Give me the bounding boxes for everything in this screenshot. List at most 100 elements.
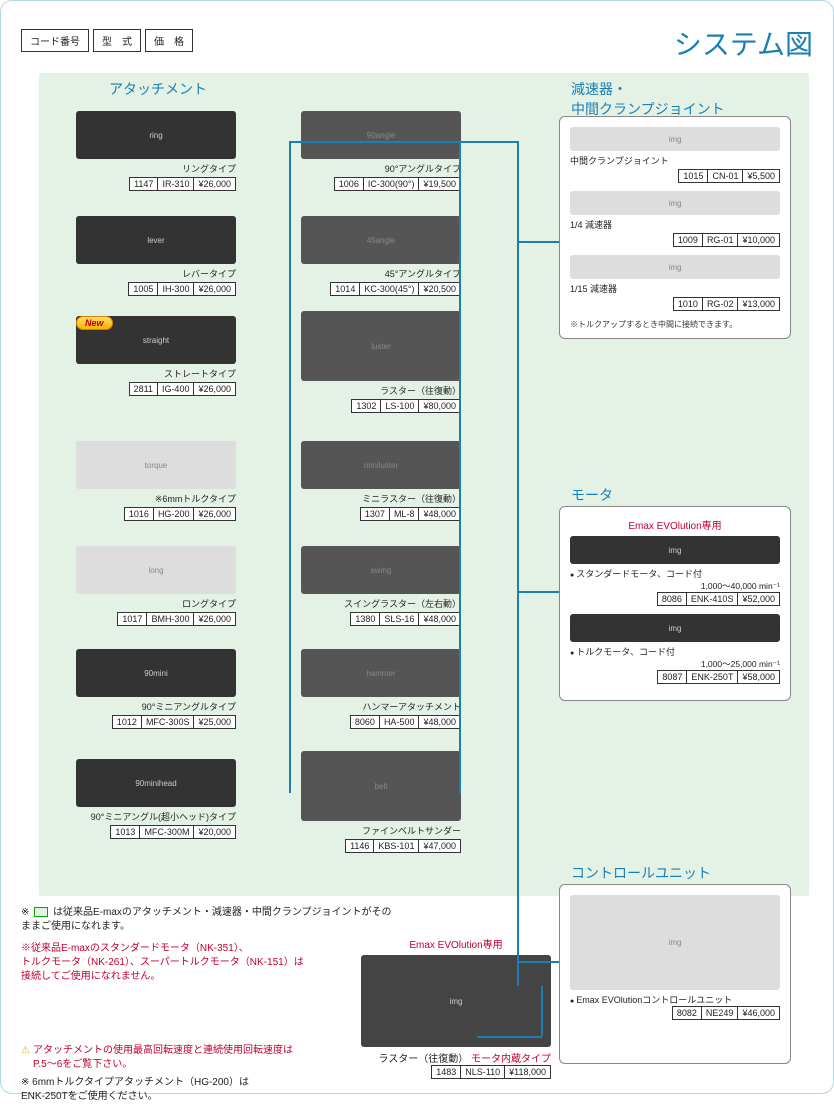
motor-name: スタンダードモータ、コード付 — [570, 567, 780, 580]
product-name: ロングタイプ — [76, 597, 236, 610]
product-name: ファインベルトサンダー — [301, 824, 461, 837]
product-code: 1013 — [110, 825, 140, 839]
product-detail: 1012MFC-300S¥25,000 — [76, 715, 236, 729]
product-detail: 1013MFC-300M¥20,000 — [76, 825, 236, 839]
product-code: 1147 — [129, 177, 158, 191]
bl-code: 1483 — [431, 1065, 461, 1079]
product-detail: 1380SLS-16¥48,000 — [301, 612, 461, 626]
attachment-product: leverレバータイプ1005IH-300¥26,000 — [76, 216, 236, 296]
attachment-product: torque※6mmトルクタイプ1016HG-200¥26,000 — [76, 441, 236, 521]
product-name: 90°アングルタイプ — [301, 162, 461, 175]
connector-line — [289, 141, 291, 793]
product-price: ¥26,000 — [193, 507, 236, 521]
product-code: 1016 — [124, 507, 154, 521]
product-detail: 1010RG-02¥13,000 — [570, 297, 780, 311]
cu-price: ¥46,000 — [737, 1006, 780, 1020]
product-name: リングタイプ — [76, 162, 236, 175]
connector-line — [541, 986, 543, 1036]
product-price: ¥26,000 — [193, 612, 236, 626]
controlunit-panel: img Emax EVOlutionコントロールユニット 8082 NE249 … — [559, 884, 791, 1064]
legend-code: コード番号 — [21, 29, 89, 52]
product-model: SLS-16 — [379, 612, 419, 626]
connector-line — [459, 141, 519, 143]
heading-reducer: 減速器・ 中間クランプジョイント — [571, 79, 771, 119]
product-image: miniluster — [301, 441, 461, 489]
bl-model: NLS-110 — [460, 1065, 505, 1079]
cu-model: NE249 — [701, 1006, 739, 1020]
product-code: 1015 — [678, 169, 708, 183]
heading-attachment: アタッチメント — [109, 79, 207, 99]
motor-spec: 1,000〜25,000 min⁻¹ — [570, 658, 780, 670]
connector-line — [459, 141, 461, 793]
green-swatch-icon — [34, 907, 48, 917]
product-model: ML-8 — [389, 507, 420, 521]
product-code: 1302 — [351, 399, 381, 413]
product-image: 90mini — [76, 649, 236, 697]
reducer-product: img1/4 減速器1009RG-01¥10,000 — [570, 191, 780, 247]
product-price: ¥20,000 — [193, 825, 236, 839]
motor-product: imgトルクモータ、コード付1,000〜25,000 min⁻¹8087ENK-… — [570, 614, 780, 684]
footnote-red: ※従来品E-maxのスタンダードモータ（NK-351）、 トルクモータ（NK-2… — [21, 942, 401, 984]
product-image: long — [76, 546, 236, 594]
product-image: torque — [76, 441, 236, 489]
attachment-product: ringリングタイプ1147IR-310¥26,000 — [76, 111, 236, 191]
legend-row: コード番号 型 式 価 格 — [21, 29, 193, 52]
product-image: img — [570, 127, 780, 151]
product-name: 90°ミニアングル(超小ヘッド)タイプ — [76, 810, 236, 823]
product-name: 1/15 減速器 — [570, 282, 780, 295]
control-unit-product: img Emax EVOlutionコントロールユニット 8082 NE249 … — [570, 895, 780, 1020]
footnote-warn-text: アタッチメントの使用最高回転速度と連続使用回転速度は P.5〜6をご覧下さい。 — [33, 1044, 293, 1072]
product-image: hammer — [301, 649, 461, 697]
product-image: ring — [76, 111, 236, 159]
product-name: レバータイプ — [76, 267, 236, 280]
product-detail: 1009RG-01¥10,000 — [570, 233, 780, 247]
product-price: ¥58,000 — [737, 670, 780, 684]
product-name: ラスター（往復動） — [301, 384, 461, 397]
attachment-product: minilusterミニラスター（往復動）1307ML-8¥48,000 — [301, 441, 461, 521]
page-title: システム図 — [674, 23, 813, 63]
product-price: ¥80,000 — [418, 399, 461, 413]
footnote-warn: アタッチメントの使用最高回転速度と連続使用回転速度は P.5〜6をご覧下さい。 — [21, 1044, 401, 1072]
product-price: ¥19,500 — [418, 177, 461, 191]
product-price: ¥48,000 — [418, 715, 461, 729]
connector-line — [519, 961, 559, 963]
product-model: MFC-300M — [139, 825, 194, 839]
reducer-panel: img中間クランプジョイント1015CN-01¥5,500img1/4 減速器1… — [559, 116, 791, 339]
legend-price: 価 格 — [145, 29, 193, 52]
attachment-product: 45angle45°アングルタイプ1014KC-300(45°)¥20,500 — [301, 216, 461, 296]
product-detail: 1307ML-8¥48,000 — [301, 507, 461, 521]
product-image: img — [570, 191, 780, 215]
connector-line — [477, 1036, 542, 1038]
product-detail: 1017BMH-300¥26,000 — [76, 612, 236, 626]
motor-name: トルクモータ、コード付 — [570, 645, 780, 658]
product-image: lever — [76, 216, 236, 264]
product-detail: 1146KBS-101¥47,000 — [301, 839, 461, 853]
product-code: 1006 — [334, 177, 364, 191]
product-code: 8086 — [657, 592, 687, 606]
product-image: 90angle — [301, 111, 461, 159]
attachment-product: 90angle 90°アングルタイプ 1006IC-300(90°)¥19,500 — [301, 111, 461, 191]
product-price: ¥26,000 — [193, 282, 236, 296]
attachment-product: 90minihead90°ミニアングル(超小ヘッド)タイプ1013MFC-300… — [76, 759, 236, 839]
connector-line — [519, 241, 559, 243]
product-detail: 8087ENK-250T¥58,000 — [570, 670, 780, 684]
product-price: ¥47,000 — [418, 839, 461, 853]
product-image: 45angle — [301, 216, 461, 264]
product-name: ハンマーアタッチメント — [301, 700, 461, 713]
footnote-green-text: は従来品E-maxのアタッチメント・減速器・中間クランプジョイントがそのままご使… — [21, 907, 392, 932]
product-detail: 8060HA-500¥48,000 — [301, 715, 461, 729]
product-model: IC-300(90°) — [363, 177, 420, 191]
product-price: ¥25,000 — [193, 715, 236, 729]
product-name: スイングラスター（左右動） — [301, 597, 461, 610]
product-model: RG-01 — [702, 233, 739, 247]
product-detail: 1014KC-300(45°)¥20,500 — [301, 282, 461, 296]
product-detail: 8086ENK-410S¥52,000 — [570, 592, 780, 606]
product-price: ¥48,000 — [418, 507, 461, 521]
legend-model: 型 式 — [93, 29, 141, 52]
product-code: 1010 — [673, 297, 703, 311]
product-price: ¥20,500 — [418, 282, 461, 296]
product-model: CN-01 — [707, 169, 743, 183]
product-model: IH-300 — [157, 282, 194, 296]
attachment-product: hammer ハンマーアタッチメント 8060HA-500¥48,000 — [301, 649, 461, 729]
attachment-product: Newstraightストレートタイプ2811IG-400¥26,000 — [76, 316, 236, 396]
